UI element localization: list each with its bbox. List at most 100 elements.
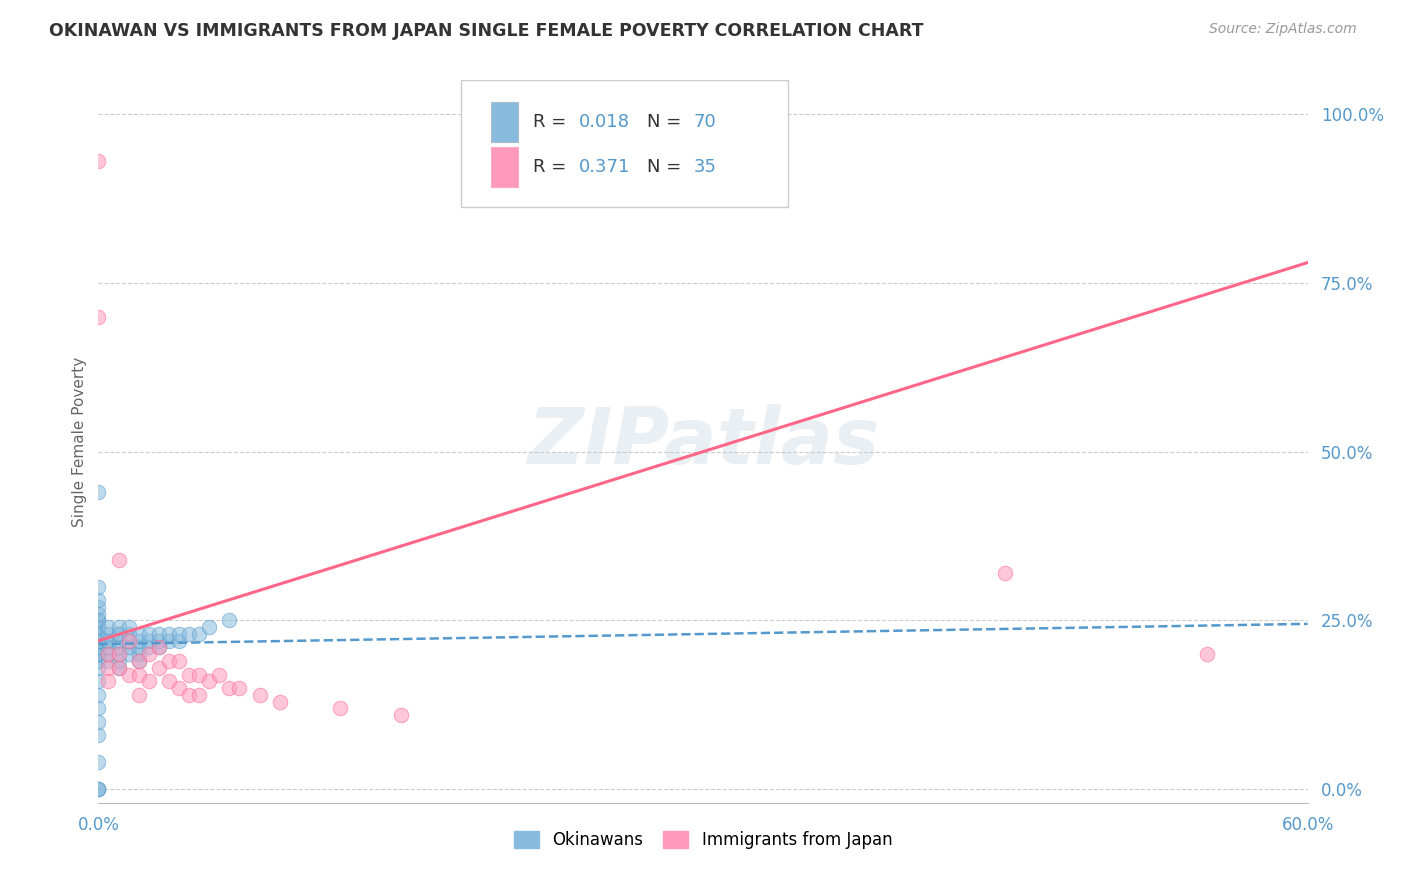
Point xyxy=(97,633,120,648)
Point xyxy=(97,661,120,675)
Point xyxy=(107,661,129,675)
Point xyxy=(994,566,1017,581)
Point xyxy=(157,674,180,689)
Point xyxy=(138,633,160,648)
Y-axis label: Single Female Poverty: Single Female Poverty xyxy=(72,357,87,526)
Point xyxy=(87,620,110,634)
Text: Source: ZipAtlas.com: Source: ZipAtlas.com xyxy=(1209,22,1357,37)
Point xyxy=(1195,647,1218,661)
Point xyxy=(87,756,110,770)
Point xyxy=(157,627,180,641)
Point xyxy=(128,688,150,702)
Point xyxy=(97,674,120,689)
Point xyxy=(97,640,120,655)
Point xyxy=(87,661,110,675)
Point xyxy=(128,633,150,648)
Point xyxy=(148,640,170,655)
Point xyxy=(138,674,160,689)
Text: R =: R = xyxy=(533,113,571,131)
Point xyxy=(128,627,150,641)
FancyBboxPatch shape xyxy=(461,80,787,207)
Point xyxy=(87,627,110,641)
Point xyxy=(107,647,129,661)
Point xyxy=(107,552,129,566)
Point xyxy=(87,782,110,797)
Point xyxy=(218,614,240,628)
Text: R =: R = xyxy=(533,158,571,176)
Point xyxy=(87,614,110,628)
Point xyxy=(167,627,190,641)
Point xyxy=(128,654,150,668)
Point xyxy=(87,627,110,641)
Point xyxy=(87,310,110,324)
Point xyxy=(157,633,180,648)
Point xyxy=(87,154,110,169)
Point xyxy=(87,782,110,797)
Point xyxy=(87,614,110,628)
Point xyxy=(87,607,110,621)
Point xyxy=(97,654,120,668)
Point xyxy=(87,654,110,668)
Point xyxy=(87,714,110,729)
Point xyxy=(87,580,110,594)
Point xyxy=(208,667,231,681)
Point xyxy=(118,633,141,648)
Point xyxy=(87,728,110,742)
Point xyxy=(87,599,110,614)
Point xyxy=(87,485,110,500)
Text: 35: 35 xyxy=(693,158,716,176)
Point xyxy=(87,701,110,715)
Point xyxy=(107,661,129,675)
Point xyxy=(87,633,110,648)
Point xyxy=(87,627,110,641)
Point xyxy=(198,620,221,634)
Point xyxy=(188,688,211,702)
Point xyxy=(148,633,170,648)
Text: N =: N = xyxy=(647,113,688,131)
Point xyxy=(167,681,190,695)
Text: 70: 70 xyxy=(693,113,716,131)
Point xyxy=(128,647,150,661)
Point xyxy=(128,667,150,681)
Point xyxy=(97,627,120,641)
Point xyxy=(118,633,141,648)
Point xyxy=(138,640,160,655)
Point xyxy=(107,640,129,655)
Point xyxy=(269,694,291,708)
Text: OKINAWAN VS IMMIGRANTS FROM JAPAN SINGLE FEMALE POVERTY CORRELATION CHART: OKINAWAN VS IMMIGRANTS FROM JAPAN SINGLE… xyxy=(49,22,924,40)
Point xyxy=(87,647,110,661)
Point xyxy=(148,661,170,675)
Point xyxy=(198,674,221,689)
Point xyxy=(107,633,129,648)
Point xyxy=(87,782,110,797)
Point xyxy=(87,633,110,648)
Point xyxy=(118,627,141,641)
Point xyxy=(138,647,160,661)
Text: N =: N = xyxy=(647,158,688,176)
Point xyxy=(97,620,120,634)
Text: ZIPatlas: ZIPatlas xyxy=(527,403,879,480)
Point xyxy=(97,647,120,661)
Point xyxy=(97,647,120,661)
Point xyxy=(97,633,120,648)
Point xyxy=(107,647,129,661)
Point xyxy=(87,620,110,634)
Point xyxy=(118,640,141,655)
Point xyxy=(128,640,150,655)
Point xyxy=(87,647,110,661)
Point xyxy=(138,627,160,641)
Point xyxy=(188,627,211,641)
Point xyxy=(148,640,170,655)
Point xyxy=(157,654,180,668)
Point xyxy=(87,688,110,702)
Point xyxy=(107,627,129,641)
Point xyxy=(218,681,240,695)
Point xyxy=(179,667,201,681)
Point xyxy=(179,688,201,702)
Point xyxy=(107,654,129,668)
Point xyxy=(107,627,129,641)
Text: 0.371: 0.371 xyxy=(578,158,630,176)
Point xyxy=(148,627,170,641)
Point xyxy=(87,593,110,607)
FancyBboxPatch shape xyxy=(492,147,517,186)
